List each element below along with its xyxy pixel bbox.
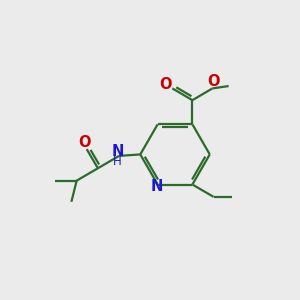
Text: N: N: [111, 144, 124, 159]
Text: O: O: [78, 135, 91, 150]
Text: O: O: [160, 77, 172, 92]
Text: H: H: [113, 155, 122, 168]
Text: O: O: [207, 74, 220, 89]
Text: N: N: [150, 179, 163, 194]
